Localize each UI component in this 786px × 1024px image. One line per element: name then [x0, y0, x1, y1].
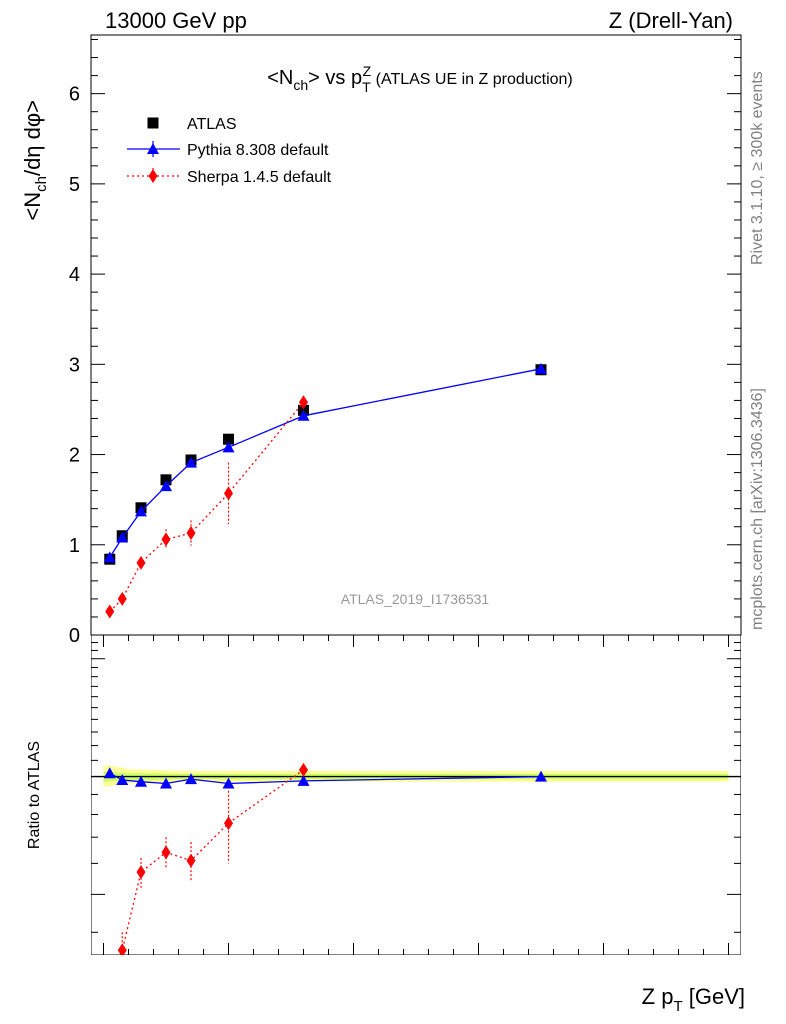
- main-point: [161, 532, 171, 547]
- ratio-frame: [91, 635, 741, 955]
- main-series-pythia: [103, 362, 547, 563]
- main-y-tick-label: 2: [69, 445, 80, 467]
- ratio-point: [535, 770, 547, 782]
- ratio-y-axis-ticks: 0.5 0.5 1 1 2 2: [52, 642, 778, 933]
- legend-item: Sherpa 1.4.5 default: [127, 168, 332, 186]
- ratio-series-sherpa: [117, 762, 308, 955]
- x-axis-label: Z pT [GeV]: [642, 984, 745, 1015]
- main-point: [160, 480, 172, 492]
- ratio-point: [186, 853, 196, 868]
- ratio-y-tick-label-left: 2: [69, 649, 80, 671]
- main-series-sherpa: [105, 395, 308, 619]
- ratio-point: [185, 773, 197, 785]
- ratio-point: [136, 865, 146, 880]
- main-point: [224, 486, 233, 501]
- legend-marker: [148, 169, 158, 183]
- ratio-point: [224, 816, 233, 831]
- ratio-point: [160, 777, 172, 789]
- ratio-point: [222, 777, 235, 789]
- x-tick-label: 400: [587, 963, 620, 985]
- ratio-point: [117, 943, 127, 955]
- main-line: [109, 368, 542, 558]
- main-y-tick-label: 6: [69, 84, 80, 106]
- main-point: [185, 456, 197, 468]
- legend-label: Pythia 8.308 default: [187, 142, 329, 159]
- main-series-atlas: [104, 364, 547, 565]
- legend-label: Sherpa 1.4.5 default: [187, 169, 332, 186]
- x-axis-ticks: 0 200 400: [98, 635, 729, 985]
- ratio-point: [299, 762, 308, 777]
- main-plot: 0 1 2 3 4 5 6: [69, 34, 742, 647]
- rivet-version-text: Rivet 3.1.10, ≥ 300k events: [749, 71, 766, 265]
- main-y-tick-label: 4: [69, 264, 80, 286]
- header-right: Z (Drell-Yan): [609, 8, 733, 33]
- ratio-point: [135, 775, 147, 787]
- legend-marker: [147, 117, 159, 129]
- main-point: [222, 441, 235, 453]
- main-point: [105, 604, 115, 619]
- legend-label: ATLAS: [187, 116, 237, 133]
- ratio-y-label: Ratio to ATLAS: [26, 741, 43, 849]
- x-tick-label: 200: [337, 963, 370, 985]
- main-y-tick-label: 5: [69, 174, 80, 196]
- main-point: [186, 526, 196, 541]
- main-title: <Nch> vs pTZ (ATLAS UE in Z production): [267, 63, 573, 95]
- ratio-y-tick-label-left: 0.5: [52, 884, 80, 906]
- main-y-tick-label: 3: [69, 354, 80, 376]
- ratio-plot: 0 200 400 0.5 0.5 1 1 2 2: [52, 635, 778, 985]
- main-y-tick-label: 0: [69, 625, 80, 647]
- main-y-axis-ticks: 0 1 2 3 4 5 6: [69, 39, 741, 647]
- ratio-point: [161, 845, 171, 860]
- ratio-point: [297, 774, 310, 786]
- ratio-y-tick-label-right: 0.5: [750, 884, 778, 906]
- main-point: [136, 555, 146, 570]
- legend-item: ATLAS: [147, 116, 237, 133]
- main-point: [223, 433, 234, 445]
- ratio-series-pythia: [103, 767, 547, 789]
- ratio-y-tick-label-right: 1: [750, 767, 761, 789]
- main-point: [160, 474, 172, 486]
- main-y-label: <Nch/dη dφ>: [20, 100, 50, 221]
- ratio-y-tick-label-right: 2: [750, 649, 761, 671]
- mcplots-text: mcplots.cern.ch [arXiv:1306.3436]: [749, 388, 766, 630]
- legend-item: Pythia 8.308 default: [127, 141, 329, 159]
- main-point: [299, 395, 308, 410]
- main-point: [117, 591, 127, 606]
- analysis-watermark: ATLAS_2019_I1736531: [341, 591, 490, 607]
- x-tick-label: 0: [98, 963, 109, 985]
- main-point: [135, 505, 147, 517]
- main-y-tick-label: 1: [69, 535, 80, 557]
- legend-marker: [147, 143, 159, 154]
- ratio-point: [116, 773, 129, 785]
- ratio-point: [103, 767, 116, 779]
- main-point: [535, 362, 547, 374]
- legend: ATLAS Pythia 8.308 default Sherpa 1.4.5 de…: [127, 116, 332, 186]
- header-left: 13000 GeV pp: [105, 8, 247, 33]
- ratio-y-tick-label-left: 1: [69, 767, 80, 789]
- main-point: [297, 409, 310, 421]
- main-point: [103, 551, 116, 563]
- main-point: [116, 531, 129, 543]
